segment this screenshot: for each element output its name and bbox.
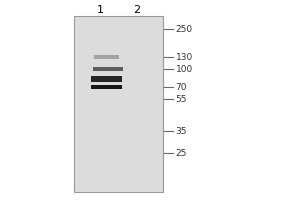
FancyBboxPatch shape	[91, 85, 122, 89]
Text: 2: 2	[133, 5, 140, 15]
Text: 1: 1	[97, 5, 104, 15]
Text: 130: 130	[176, 52, 193, 62]
FancyBboxPatch shape	[94, 55, 119, 59]
Text: 35: 35	[176, 127, 187, 136]
FancyBboxPatch shape	[91, 76, 122, 82]
Text: 25: 25	[176, 148, 187, 158]
Text: 100: 100	[176, 64, 193, 73]
Text: 55: 55	[176, 95, 187, 104]
FancyBboxPatch shape	[74, 16, 164, 192]
FancyBboxPatch shape	[93, 67, 123, 71]
Text: 70: 70	[176, 83, 187, 92]
Text: 250: 250	[176, 24, 193, 33]
